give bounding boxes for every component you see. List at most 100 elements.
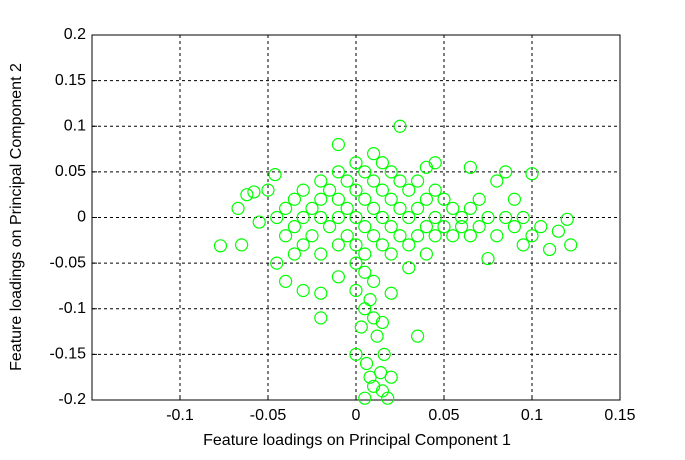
point — [279, 201, 293, 215]
point — [437, 220, 451, 234]
point — [446, 201, 460, 215]
point — [490, 229, 504, 243]
point — [419, 192, 433, 206]
point — [411, 329, 425, 343]
point — [393, 119, 407, 133]
point — [384, 192, 398, 206]
y-tick-label: 0.15 — [55, 72, 86, 89]
point — [367, 229, 381, 243]
point — [377, 347, 391, 361]
point — [268, 168, 282, 182]
point — [455, 210, 469, 225]
point — [472, 220, 486, 234]
point — [419, 160, 433, 174]
point — [384, 370, 398, 384]
plot-frame — [91, 34, 621, 401]
point — [279, 229, 293, 243]
point — [349, 156, 363, 170]
point — [375, 183, 389, 197]
point — [314, 174, 328, 188]
point — [314, 247, 328, 261]
point — [384, 286, 398, 300]
point — [367, 311, 381, 325]
point — [411, 229, 425, 243]
point — [402, 183, 416, 197]
point — [367, 174, 381, 188]
point — [507, 192, 522, 206]
point — [287, 247, 301, 261]
point — [419, 247, 433, 261]
point — [384, 247, 398, 261]
point — [261, 183, 275, 197]
point — [463, 160, 477, 174]
point — [516, 238, 530, 252]
point — [323, 183, 337, 197]
point — [411, 174, 425, 188]
point — [314, 311, 328, 325]
y-tick-label: 0.05 — [55, 163, 86, 180]
point — [359, 356, 374, 371]
point — [358, 247, 372, 261]
point — [331, 210, 345, 225]
point — [340, 229, 354, 243]
x-tick-label: -0.1 — [166, 407, 194, 424]
point — [358, 220, 372, 234]
point — [314, 286, 328, 300]
point — [296, 183, 310, 197]
point — [235, 238, 249, 252]
point — [381, 391, 395, 405]
point — [455, 220, 469, 234]
point — [305, 201, 319, 215]
point — [375, 210, 389, 225]
point — [314, 192, 328, 206]
point — [354, 320, 368, 334]
point — [287, 220, 301, 234]
point — [564, 238, 578, 252]
y-tick-label: -0.2 — [58, 391, 86, 408]
point — [428, 183, 442, 197]
point — [375, 315, 389, 330]
point — [367, 147, 381, 161]
point — [490, 174, 504, 188]
point — [463, 201, 477, 215]
point — [367, 379, 381, 393]
point — [463, 229, 477, 243]
point — [481, 251, 495, 266]
y-tick-label: -0.1 — [58, 300, 86, 317]
point — [213, 239, 228, 253]
point — [296, 210, 310, 225]
point — [279, 274, 293, 288]
x-axis-label: Feature loadings on Principal Component … — [203, 432, 511, 449]
x-tick-label: 0.1 — [521, 407, 543, 424]
point — [534, 220, 548, 234]
y-tick-label: -0.15 — [50, 346, 87, 363]
point — [349, 210, 363, 225]
point — [270, 256, 284, 270]
point — [331, 192, 345, 206]
point — [331, 270, 345, 284]
point — [481, 210, 495, 225]
point — [231, 201, 245, 215]
point — [287, 192, 301, 206]
point — [367, 274, 381, 288]
point — [437, 192, 451, 206]
x-tick-label: 0 — [352, 407, 361, 424]
point — [402, 210, 416, 225]
point — [331, 238, 345, 252]
point — [340, 174, 354, 188]
point — [507, 220, 522, 234]
point — [384, 165, 398, 179]
point — [393, 174, 407, 188]
point — [349, 283, 363, 298]
point — [296, 238, 310, 252]
point — [499, 165, 513, 179]
point — [560, 212, 574, 226]
point — [428, 229, 442, 243]
point — [370, 329, 384, 343]
point — [551, 224, 566, 238]
x-tick-label: -0.05 — [250, 407, 287, 424]
point — [472, 192, 486, 206]
point — [358, 165, 372, 179]
point — [349, 238, 363, 252]
y-tick-label: -0.05 — [50, 254, 87, 271]
